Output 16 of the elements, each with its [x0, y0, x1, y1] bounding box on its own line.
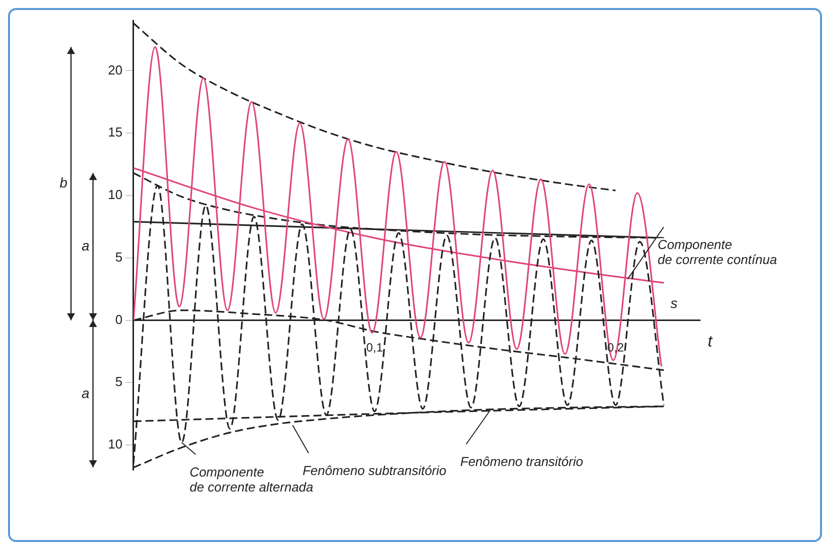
y-tick-label: 15 — [108, 124, 122, 140]
y-tick-label: 5 — [115, 249, 122, 264]
y-tick-label: 20 — [108, 62, 122, 78]
annotation: Fenômeno subtransitório — [302, 463, 446, 478]
y-tick-label: 10 — [108, 187, 122, 202]
y-tick-label: 5 — [115, 374, 122, 390]
annotation: Componente de corrente contínua — [658, 237, 777, 268]
annotation: s — [670, 295, 678, 312]
text: a — [82, 384, 90, 401]
text: a — [82, 238, 90, 254]
y-tick-label: 0 — [115, 312, 122, 327]
text: b — [60, 174, 68, 191]
annotation: Fenômeno transitório — [460, 454, 584, 470]
x-axis-title: t — [708, 334, 713, 351]
y-tick-label: 10 — [108, 436, 122, 452]
x-tick-label: 0,1 — [366, 340, 384, 355]
